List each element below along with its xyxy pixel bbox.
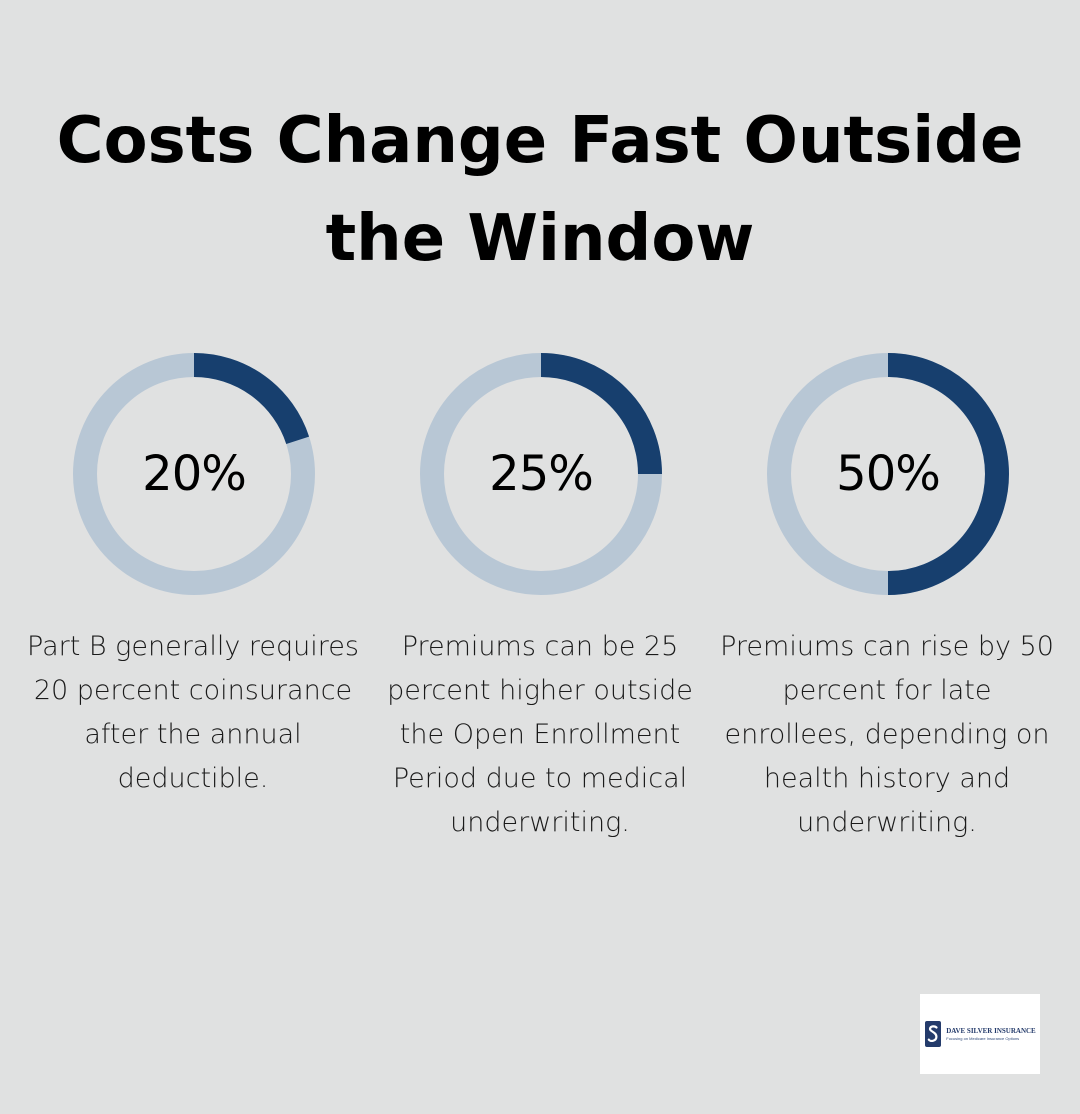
donut-chart	[767, 353, 1009, 595]
percent-label: 50%	[836, 446, 941, 502]
page-title: Costs Change Fast Outside the Window	[56, 104, 1024, 276]
stat-description: Premiums can rise by 50 percent for late…	[720, 631, 1054, 838]
logo-tagline: Focusing on Medicare Insurance Options	[946, 1035, 1020, 1041]
company-logo: DAVE SILVER INSURANCE Focusing on Medica…	[920, 994, 1040, 1074]
logo-lockup: DAVE SILVER INSURANCE Focusing on Medica…	[924, 1020, 1036, 1048]
donut-svg	[73, 353, 315, 595]
percent-label: 25%	[489, 446, 594, 502]
donut-value-arc	[193, 353, 310, 445]
donut-svg	[767, 353, 1009, 595]
stat-description: Premiums can be 25 percent higher outsid…	[387, 631, 693, 838]
logo-s-mark-icon	[925, 1021, 942, 1047]
donut-svg	[420, 353, 662, 595]
donut-value-arc	[887, 353, 1009, 595]
donut-chart	[73, 353, 315, 595]
percent-label: 20%	[142, 446, 247, 502]
donut-value-arc	[540, 353, 662, 475]
logo-name: DAVE SILVER INSURANCE	[946, 1026, 1036, 1035]
donut-chart	[420, 353, 662, 595]
stat-description: Part B generally requires 20 percent coi…	[27, 631, 359, 794]
logo-text: DAVE SILVER INSURANCE Focusing on Medica…	[946, 1027, 1035, 1042]
